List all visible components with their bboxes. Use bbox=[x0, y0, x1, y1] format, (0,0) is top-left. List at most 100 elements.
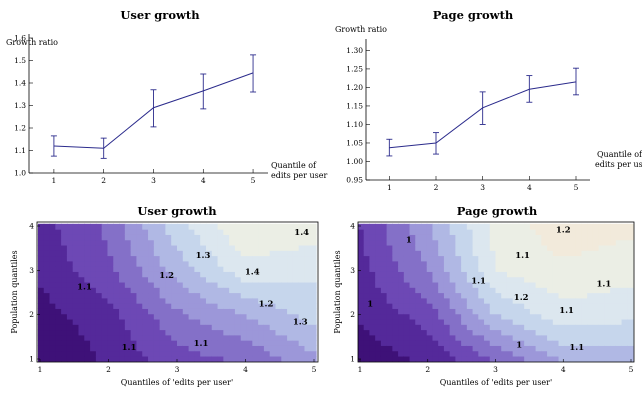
contour-cell bbox=[541, 355, 548, 362]
contour-cell bbox=[403, 345, 411, 352]
contour-cell bbox=[142, 260, 149, 267]
contour-cell bbox=[535, 223, 542, 230]
contour-cell bbox=[570, 281, 577, 288]
contour-cell bbox=[627, 234, 634, 241]
contour-cell bbox=[205, 255, 213, 262]
contour-cell bbox=[489, 350, 497, 357]
contour-cell bbox=[380, 239, 388, 246]
x-axis-label: Quantiles of 'edits per user' bbox=[440, 378, 552, 387]
contour-cell bbox=[621, 329, 628, 336]
contour-cell bbox=[610, 266, 617, 272]
contour-cell bbox=[512, 303, 520, 309]
contour-cell bbox=[409, 324, 416, 331]
contour-cell bbox=[188, 250, 195, 257]
contour-cell bbox=[119, 334, 126, 341]
contour-cell bbox=[205, 324, 213, 331]
contour-cell bbox=[380, 308, 388, 315]
contour-cell bbox=[310, 329, 317, 336]
x-axis-label-line-1: Quantile of bbox=[271, 161, 317, 170]
contour-cell bbox=[529, 297, 537, 304]
contour-cell bbox=[558, 313, 565, 320]
contour-cell bbox=[72, 281, 80, 288]
contour-cell bbox=[587, 345, 594, 352]
contour-cell bbox=[217, 255, 224, 262]
contour-cell bbox=[177, 287, 184, 294]
contour-cell bbox=[95, 223, 103, 230]
contour-cell bbox=[119, 355, 126, 362]
contour-cell bbox=[252, 255, 259, 262]
contour-cell bbox=[188, 266, 195, 272]
contour-cell bbox=[478, 318, 485, 325]
contour-cell bbox=[415, 303, 422, 309]
contour-cell bbox=[449, 308, 456, 315]
contour-cell bbox=[136, 324, 143, 331]
contour-cell bbox=[37, 281, 45, 288]
contour-cell bbox=[252, 334, 259, 341]
contour-cell bbox=[455, 297, 462, 304]
contour-cell bbox=[518, 271, 525, 278]
contour-cell bbox=[101, 266, 109, 272]
contour-cell bbox=[495, 350, 502, 357]
contour-cell bbox=[587, 255, 594, 262]
contour-cell bbox=[310, 250, 317, 257]
contour-cell bbox=[217, 345, 224, 352]
contour-cell bbox=[615, 297, 623, 304]
contour-cell bbox=[153, 266, 161, 272]
contour-cell bbox=[541, 266, 548, 272]
contour-cell bbox=[113, 250, 120, 257]
contour-cell bbox=[188, 308, 195, 315]
contour-cell bbox=[200, 223, 207, 230]
contour-cell bbox=[61, 234, 68, 241]
contour-cell bbox=[495, 281, 502, 288]
contour-cell bbox=[541, 239, 548, 246]
contour-cell bbox=[392, 281, 399, 288]
contour-cell bbox=[136, 355, 143, 362]
contour-cell bbox=[55, 324, 62, 331]
contour-cell bbox=[621, 345, 628, 352]
contour-cell bbox=[95, 271, 103, 278]
contour-cell bbox=[484, 292, 491, 299]
contour-cell bbox=[575, 276, 583, 283]
chart-title: User growth bbox=[120, 8, 200, 22]
contour-cell bbox=[304, 276, 311, 283]
contour-cell bbox=[49, 292, 56, 299]
contour-cell bbox=[386, 244, 393, 251]
contour-cell bbox=[501, 223, 508, 230]
contour-cell bbox=[182, 239, 190, 246]
contour-cell bbox=[43, 355, 51, 362]
contour-cell bbox=[564, 308, 571, 315]
contour-cell bbox=[159, 350, 167, 357]
contour-cell bbox=[449, 276, 456, 283]
contour-cell bbox=[234, 260, 242, 267]
contour-cell bbox=[506, 229, 514, 235]
contour-cell bbox=[392, 345, 399, 352]
contour-cell bbox=[287, 340, 294, 346]
contour-cell bbox=[489, 234, 497, 241]
contour-cell bbox=[304, 297, 311, 304]
contour-cell bbox=[194, 292, 201, 299]
contour-cell bbox=[592, 308, 600, 315]
contour-cell bbox=[153, 303, 161, 309]
contour-cell bbox=[443, 276, 451, 283]
contour-cell bbox=[466, 266, 474, 272]
contour-cell bbox=[518, 345, 525, 352]
contour-cell bbox=[604, 229, 611, 235]
contour-cell bbox=[529, 266, 537, 272]
contour-cell bbox=[621, 260, 628, 267]
contour-cell bbox=[153, 355, 161, 362]
contour-cell bbox=[524, 260, 531, 267]
contour-cell bbox=[615, 255, 623, 262]
contour-cell bbox=[627, 297, 634, 304]
contour-cell bbox=[263, 229, 271, 235]
contour-cell bbox=[380, 297, 388, 304]
contour-cell bbox=[598, 276, 605, 283]
contour-cell bbox=[240, 303, 248, 309]
contour-cell bbox=[55, 287, 62, 294]
contour-cell bbox=[107, 287, 114, 294]
contour-cell bbox=[461, 255, 468, 262]
contour-cell bbox=[229, 350, 236, 357]
contour-cell bbox=[223, 276, 230, 283]
contour-cell bbox=[461, 287, 468, 294]
contour-cell bbox=[581, 223, 588, 230]
contour-cell bbox=[478, 250, 485, 257]
